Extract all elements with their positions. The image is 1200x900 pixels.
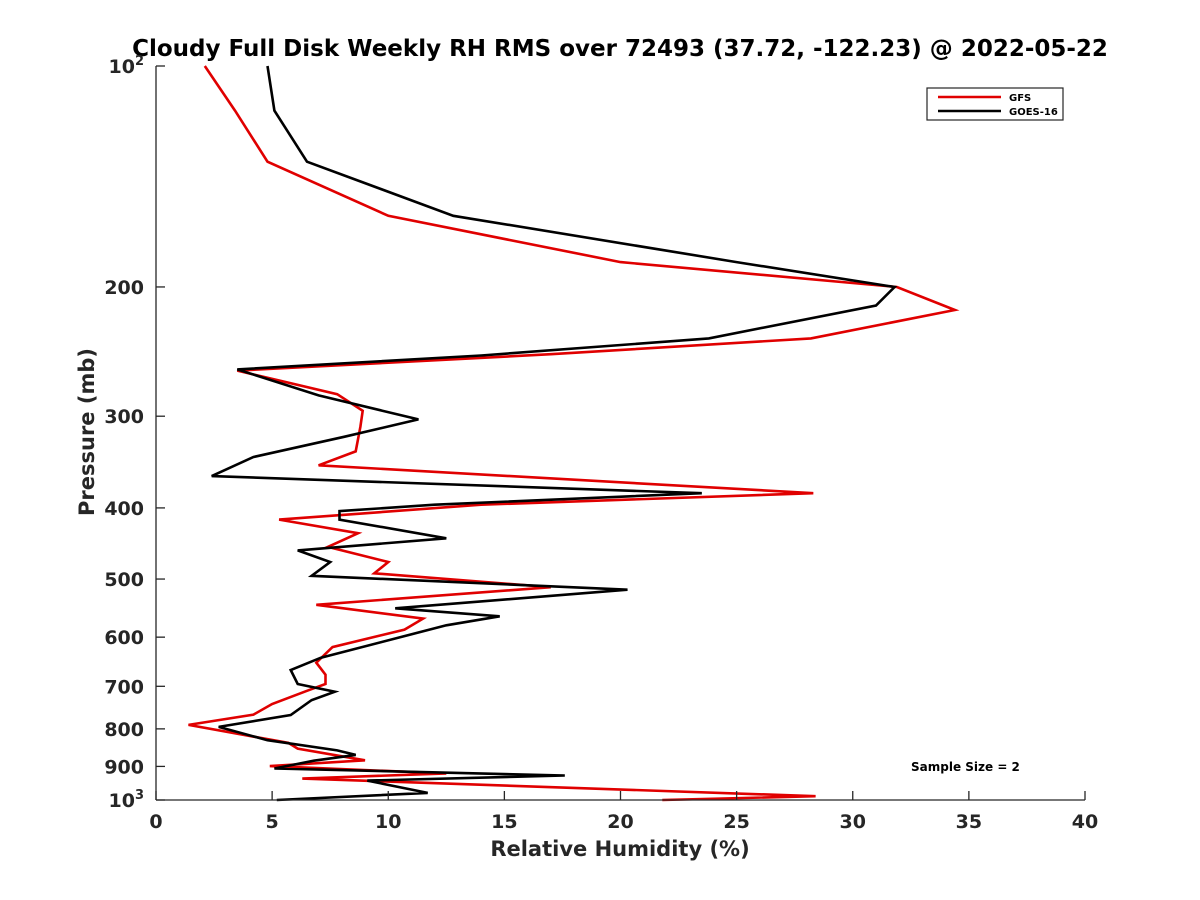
x-axis-label: Relative Humidity (%) bbox=[490, 837, 749, 861]
legend-label-goes16: GOES-16 bbox=[1009, 107, 1058, 118]
y-tick-label: 700 bbox=[104, 676, 144, 698]
y-tick-label: 800 bbox=[104, 719, 144, 741]
x-tick-label: 35 bbox=[956, 811, 982, 833]
legend-box bbox=[926, 87, 1064, 121]
y-tick-label: 200 bbox=[104, 277, 144, 299]
x-tick-label: 20 bbox=[607, 811, 633, 833]
legend-label-gfs: GFS bbox=[1009, 93, 1031, 104]
sample-size-annotation: Sample Size = 2 bbox=[911, 760, 1020, 774]
x-tick-label: 25 bbox=[723, 811, 749, 833]
y-tick-label: 400 bbox=[104, 498, 144, 520]
plot-area: 0 5 10 15 20 25 30 35 40 102 200 300 400 500 600 700 800… bbox=[104, 54, 1098, 833]
axes-layer: 0 5 10 15 20 25 30 35 40 102 200 300 400 500 600 700 800… bbox=[104, 54, 1098, 833]
x-tick-label: 40 bbox=[1072, 811, 1098, 833]
chart-title: Cloudy Full Disk Weekly RH RMS over 7249… bbox=[132, 36, 1108, 62]
series-line-goes-16 bbox=[211, 65, 898, 802]
y-tick-label: 102 bbox=[109, 54, 145, 78]
x-tick-label: 5 bbox=[266, 811, 279, 833]
y-tick-label: 600 bbox=[104, 627, 144, 649]
x-tick-label: 10 bbox=[375, 811, 401, 833]
y-axis-label: Pressure (mb) bbox=[75, 348, 99, 516]
y-tick-label: 300 bbox=[104, 406, 144, 428]
y-tick-label: 103 bbox=[109, 788, 145, 812]
series-layer bbox=[188, 65, 960, 802]
y-tick-label: 900 bbox=[104, 756, 144, 778]
y-tick-label: 500 bbox=[104, 569, 144, 591]
legend: GFS GOES-16 bbox=[926, 87, 1064, 121]
x-tick-label: 0 bbox=[149, 811, 162, 833]
x-tick-label: 30 bbox=[840, 811, 866, 833]
x-tick-label: 15 bbox=[491, 811, 517, 833]
